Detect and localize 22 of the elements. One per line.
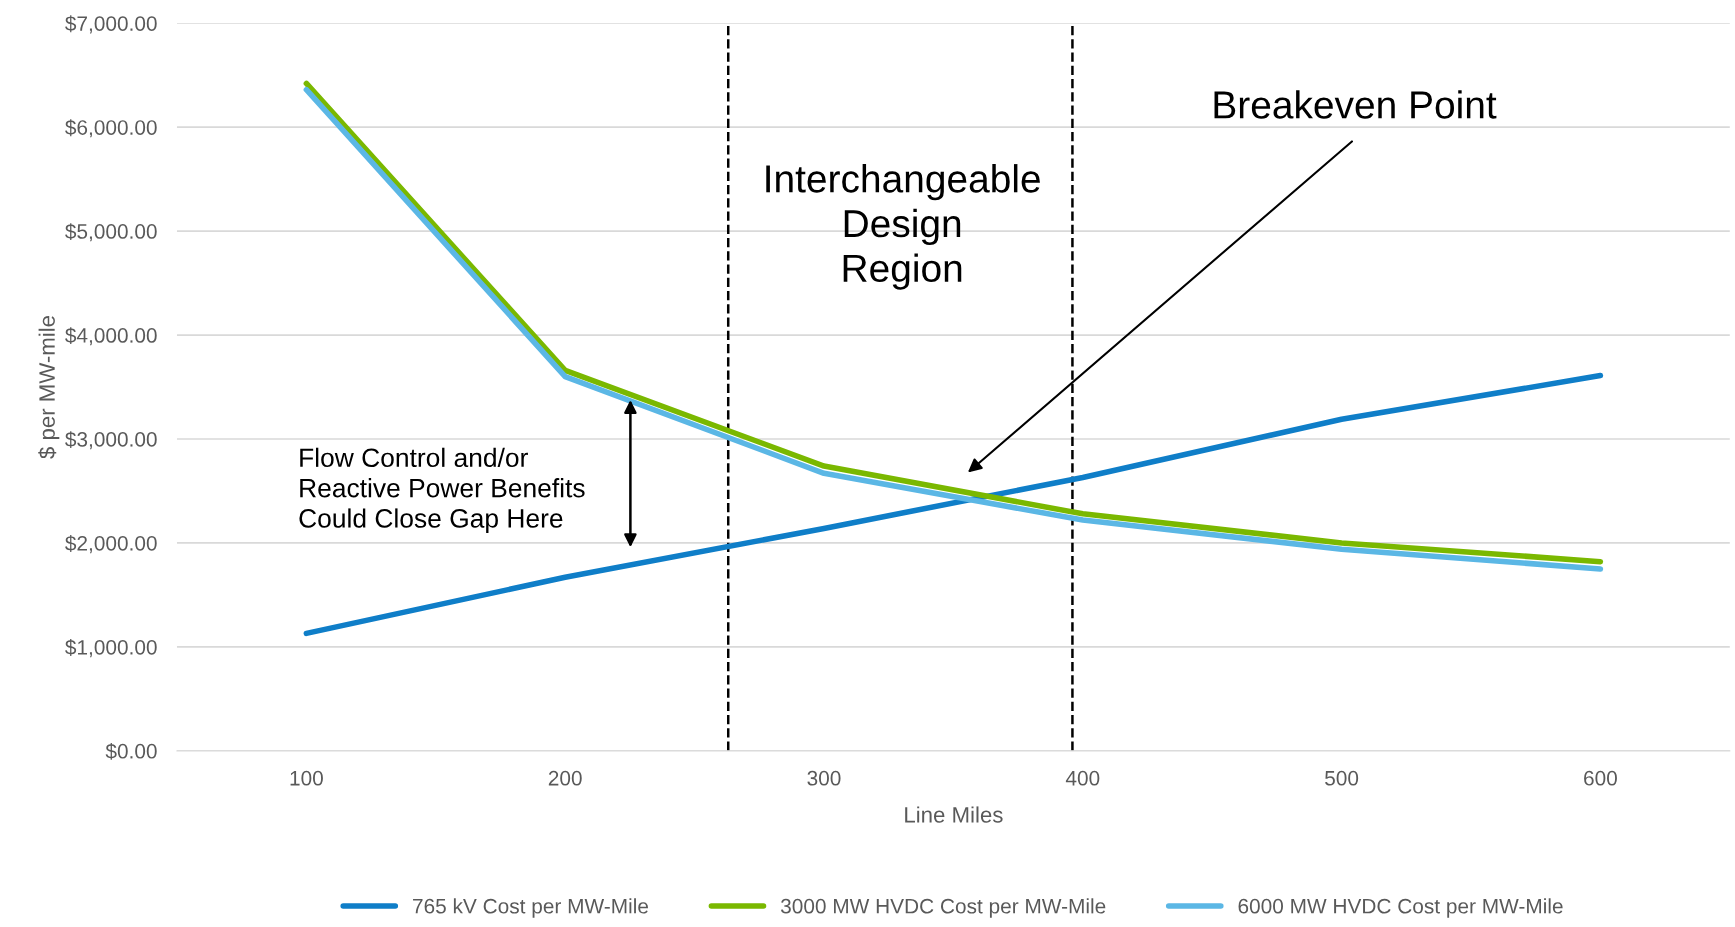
x-tick-label: 100 [290, 770, 323, 786]
x-tick-label: 500 [1325, 770, 1359, 786]
annotation: Flow Control and/or Reactive Power Benefits Could Close Gap Here [299, 447, 585, 533]
x-tick-label: 200 [548, 770, 582, 786]
y-tick-label: $2,000.00 [65, 535, 157, 554]
y-tick-label: $6,000.00 [65, 119, 157, 138]
y-tick-label: $1,000.00 [65, 639, 157, 658]
y-tick-label: $3,000.00 [65, 431, 157, 450]
y-tick-label: $5,000.00 [65, 223, 157, 242]
legend-label: 6000 MW HVDC Cost per MW-Mile [1238, 898, 1563, 918]
x-axis-title: Line Miles [905, 806, 1003, 823]
legend-label: 765 kV Cost per MW-Mile [413, 898, 649, 918]
y-axis-title: $ per MW-mile [38, 315, 60, 459]
x-tick-label: 300 [807, 770, 841, 786]
y-tick-label: $0.00 [105, 743, 157, 760]
annotation: Interchangeable Design Region [766, 164, 1040, 290]
legend-label: 3000 MW HVDC Cost per MW-Mile [780, 898, 1106, 918]
annotation: Breakeven Point [1214, 90, 1497, 119]
y-tick-label: $7,000.00 [65, 15, 157, 34]
x-tick-label: 400 [1065, 770, 1100, 786]
x-tick-label: 600 [1584, 770, 1617, 786]
y-tick-label: $4,000.00 [65, 327, 157, 346]
